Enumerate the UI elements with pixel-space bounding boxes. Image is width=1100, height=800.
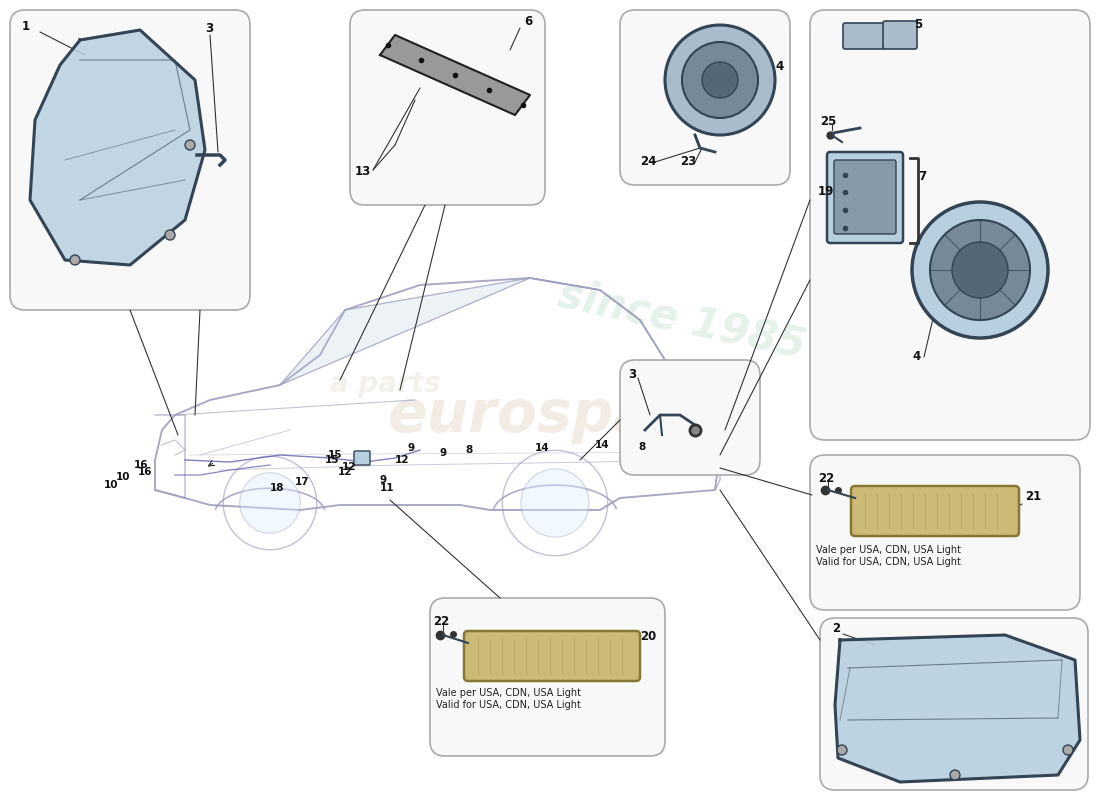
FancyBboxPatch shape	[350, 10, 544, 205]
FancyBboxPatch shape	[851, 486, 1019, 536]
Text: 3: 3	[205, 22, 213, 35]
Text: Valid for USA, CDN, USA Light: Valid for USA, CDN, USA Light	[436, 700, 581, 710]
Circle shape	[912, 202, 1048, 338]
FancyBboxPatch shape	[354, 451, 370, 465]
Polygon shape	[280, 278, 600, 385]
Text: 19: 19	[818, 185, 835, 198]
Text: 9: 9	[440, 448, 447, 458]
Circle shape	[165, 230, 175, 240]
Circle shape	[682, 42, 758, 118]
Circle shape	[185, 140, 195, 150]
FancyBboxPatch shape	[810, 455, 1080, 610]
Circle shape	[240, 473, 300, 534]
FancyBboxPatch shape	[883, 21, 917, 49]
Circle shape	[837, 745, 847, 755]
FancyBboxPatch shape	[827, 152, 903, 243]
Text: 22: 22	[433, 615, 449, 628]
Text: 10: 10	[103, 480, 118, 490]
Text: 15: 15	[324, 455, 340, 465]
Text: 3: 3	[628, 368, 636, 381]
Text: 11: 11	[379, 483, 395, 493]
Text: 18: 18	[270, 483, 285, 493]
Text: 13: 13	[355, 165, 372, 178]
FancyBboxPatch shape	[843, 23, 886, 49]
Polygon shape	[30, 30, 205, 265]
Circle shape	[952, 242, 1008, 298]
Text: since 1985: since 1985	[554, 274, 810, 366]
Polygon shape	[600, 290, 690, 390]
Text: 12: 12	[342, 462, 356, 472]
Text: 17: 17	[295, 477, 309, 487]
Circle shape	[930, 220, 1030, 320]
Text: 16: 16	[138, 467, 152, 477]
FancyBboxPatch shape	[464, 631, 640, 681]
FancyBboxPatch shape	[620, 10, 790, 185]
FancyBboxPatch shape	[810, 10, 1090, 440]
Circle shape	[702, 62, 738, 98]
Text: 12: 12	[395, 455, 409, 465]
FancyBboxPatch shape	[820, 618, 1088, 790]
Text: 14: 14	[595, 440, 609, 450]
Text: 20: 20	[640, 630, 657, 643]
Text: Vale per USA, CDN, USA Light: Vale per USA, CDN, USA Light	[816, 545, 961, 555]
FancyBboxPatch shape	[10, 10, 250, 310]
Text: 8: 8	[638, 442, 646, 452]
Text: 15: 15	[328, 450, 342, 460]
Text: 24: 24	[640, 155, 657, 168]
Text: 4: 4	[776, 60, 783, 73]
Text: 1: 1	[22, 20, 30, 33]
Text: 2: 2	[832, 622, 840, 635]
Text: 4: 4	[912, 350, 921, 363]
Text: Vale per USA, CDN, USA Light: Vale per USA, CDN, USA Light	[436, 688, 581, 698]
Text: 9: 9	[408, 443, 415, 453]
Text: 7: 7	[918, 170, 926, 183]
Text: 23: 23	[680, 155, 696, 168]
Text: 22: 22	[818, 472, 834, 485]
Text: Valid for USA, CDN, USA Light: Valid for USA, CDN, USA Light	[816, 557, 961, 567]
Circle shape	[1063, 745, 1072, 755]
Circle shape	[521, 469, 590, 537]
Text: 16: 16	[133, 460, 148, 470]
Text: 9: 9	[379, 475, 387, 485]
FancyBboxPatch shape	[834, 160, 896, 234]
Text: 12: 12	[338, 467, 352, 477]
Circle shape	[666, 25, 776, 135]
Text: 10: 10	[116, 472, 130, 482]
Text: eurospares: eurospares	[387, 387, 757, 445]
Circle shape	[70, 255, 80, 265]
FancyBboxPatch shape	[620, 360, 760, 475]
Text: 6: 6	[524, 15, 532, 28]
Circle shape	[950, 770, 960, 780]
FancyBboxPatch shape	[430, 598, 666, 756]
Text: 14: 14	[535, 443, 550, 453]
Text: 25: 25	[820, 115, 836, 128]
Text: a parts: a parts	[330, 370, 440, 398]
Polygon shape	[835, 635, 1080, 782]
Text: 21: 21	[1025, 490, 1042, 503]
Text: 8: 8	[465, 445, 472, 455]
Polygon shape	[379, 35, 530, 115]
Text: 5: 5	[914, 18, 922, 31]
